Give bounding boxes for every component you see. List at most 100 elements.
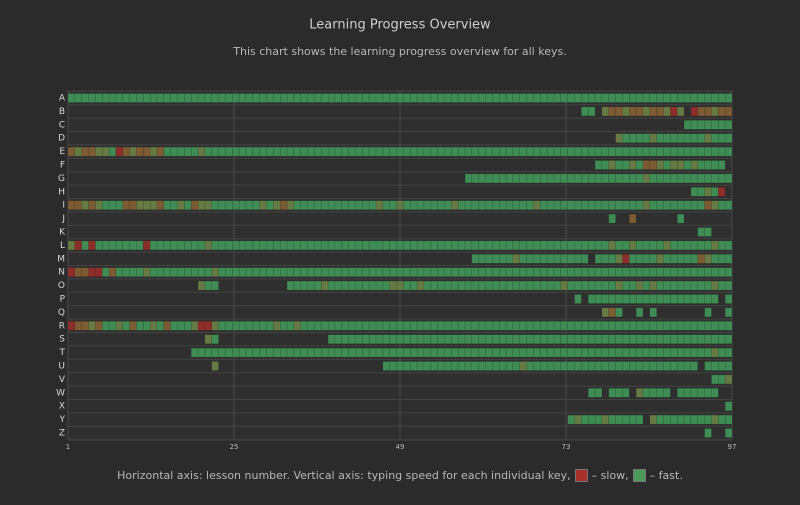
cell bbox=[670, 321, 678, 331]
cell bbox=[478, 347, 486, 358]
cell bbox=[416, 280, 425, 291]
cell bbox=[238, 240, 247, 251]
cell bbox=[211, 200, 219, 210]
cell bbox=[478, 240, 486, 251]
cell bbox=[512, 200, 521, 210]
cell bbox=[656, 173, 664, 184]
cell bbox=[622, 106, 630, 117]
cell bbox=[321, 93, 329, 103]
cell bbox=[505, 254, 514, 264]
cell bbox=[177, 321, 185, 331]
cell bbox=[704, 187, 712, 197]
cell bbox=[368, 321, 377, 331]
cell bbox=[512, 347, 521, 358]
cell bbox=[553, 240, 562, 251]
cell bbox=[581, 254, 589, 264]
cell bbox=[533, 334, 541, 344]
cell bbox=[519, 240, 527, 251]
cell bbox=[403, 240, 411, 251]
cell bbox=[67, 240, 76, 251]
cell bbox=[478, 334, 486, 344]
cell bbox=[430, 334, 438, 344]
cell bbox=[122, 240, 130, 251]
cell bbox=[362, 334, 370, 344]
cell bbox=[656, 388, 664, 398]
cell bbox=[718, 120, 726, 130]
cell bbox=[190, 93, 199, 103]
legend-label: – fast. bbox=[649, 469, 683, 482]
cell bbox=[321, 240, 329, 251]
cell bbox=[232, 93, 240, 103]
cell bbox=[676, 347, 685, 358]
cell bbox=[724, 93, 733, 103]
cell bbox=[533, 93, 541, 103]
cell bbox=[348, 280, 356, 291]
cell bbox=[314, 321, 322, 331]
cell bbox=[211, 267, 219, 277]
cell bbox=[560, 267, 568, 277]
cell bbox=[197, 280, 206, 291]
cell bbox=[670, 267, 678, 277]
cell bbox=[410, 334, 418, 344]
cell bbox=[327, 240, 336, 251]
cell bbox=[601, 267, 610, 277]
cell bbox=[437, 267, 445, 277]
cell bbox=[129, 146, 137, 157]
cell bbox=[293, 347, 301, 358]
cell bbox=[396, 200, 404, 210]
cell bbox=[519, 173, 527, 184]
cell bbox=[286, 321, 295, 331]
cell bbox=[286, 146, 295, 157]
cell bbox=[362, 280, 370, 291]
cell bbox=[724, 334, 733, 344]
cell bbox=[259, 146, 267, 157]
cell bbox=[540, 334, 548, 344]
cell bbox=[546, 240, 555, 251]
cell bbox=[519, 146, 527, 157]
row-label: O bbox=[58, 281, 65, 291]
cell bbox=[615, 361, 623, 371]
cell bbox=[492, 334, 500, 344]
row-label: Q bbox=[58, 308, 65, 318]
cell bbox=[314, 93, 322, 103]
cell bbox=[327, 280, 336, 291]
cell bbox=[670, 160, 678, 170]
cell bbox=[505, 240, 514, 251]
cell bbox=[197, 321, 206, 331]
cell bbox=[594, 146, 603, 157]
cell bbox=[499, 200, 507, 210]
cell bbox=[362, 321, 370, 331]
cell bbox=[396, 240, 404, 251]
cell bbox=[615, 321, 623, 331]
cell bbox=[122, 321, 130, 331]
cell bbox=[177, 267, 185, 277]
cell bbox=[259, 200, 267, 210]
cell bbox=[697, 321, 705, 331]
cell bbox=[382, 240, 390, 251]
cell bbox=[656, 146, 664, 157]
cell bbox=[683, 254, 692, 264]
cell bbox=[149, 267, 158, 277]
cell bbox=[594, 321, 603, 331]
cell bbox=[334, 200, 343, 210]
cell bbox=[451, 267, 459, 277]
cell bbox=[451, 321, 459, 331]
cell bbox=[540, 93, 548, 103]
cell bbox=[266, 146, 274, 157]
cell bbox=[533, 254, 541, 264]
cell bbox=[444, 334, 452, 344]
cell bbox=[601, 307, 610, 318]
cell bbox=[300, 146, 308, 157]
cell bbox=[629, 200, 637, 210]
cell bbox=[293, 200, 301, 210]
cell bbox=[601, 106, 610, 117]
cell bbox=[683, 294, 692, 304]
cell bbox=[396, 146, 404, 157]
cell bbox=[724, 254, 733, 264]
cell bbox=[115, 146, 124, 157]
cell bbox=[259, 321, 267, 331]
cell bbox=[492, 146, 500, 157]
cell bbox=[252, 321, 260, 331]
x-tick-label: 73 bbox=[562, 443, 571, 451]
cell bbox=[567, 254, 575, 264]
